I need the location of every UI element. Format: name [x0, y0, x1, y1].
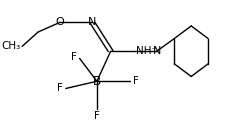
Text: O: O [56, 17, 64, 27]
Text: B: B [93, 75, 101, 88]
Text: N: N [153, 46, 161, 56]
Text: F: F [133, 76, 139, 86]
Text: NH⁺: NH⁺ [136, 46, 157, 56]
Text: CH₃: CH₃ [2, 41, 21, 51]
Text: N: N [88, 17, 96, 27]
Text: F: F [71, 52, 77, 62]
Text: F: F [94, 111, 100, 121]
Text: F: F [57, 83, 63, 93]
